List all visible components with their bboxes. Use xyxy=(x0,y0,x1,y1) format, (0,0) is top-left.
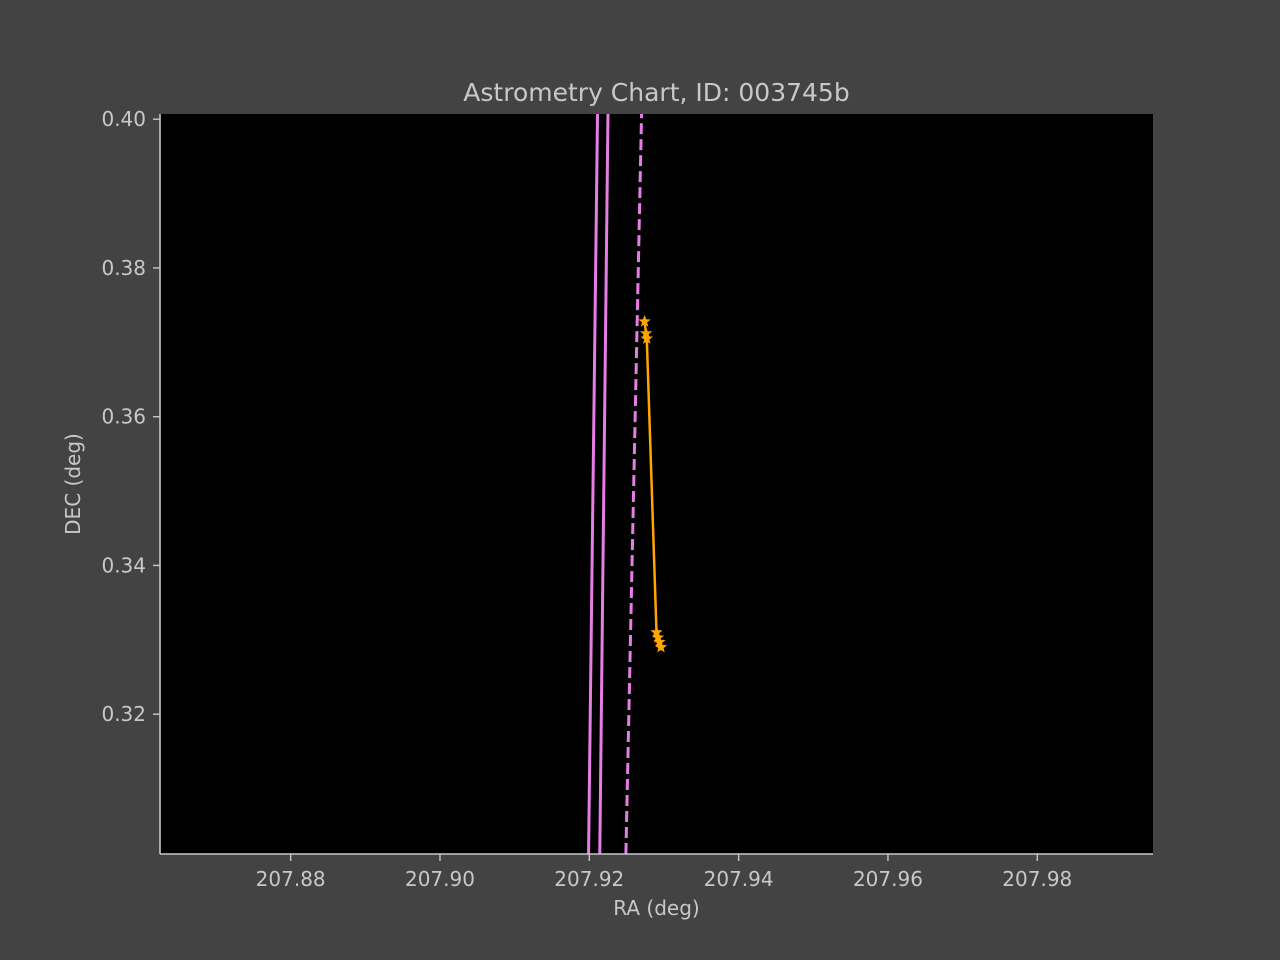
star-marker xyxy=(639,326,653,339)
series-line-3 xyxy=(624,114,644,854)
star-marker xyxy=(640,332,653,344)
star-marker xyxy=(653,635,666,648)
chart-title: Astrometry Chart, ID: 003745b xyxy=(463,78,849,107)
star-marker xyxy=(638,315,651,327)
axes-layer: 207.88 207.90 207.92 207.94 207.96 207.98 0.32… xyxy=(101,107,1153,891)
x-axis-label: RA (deg) xyxy=(613,896,699,920)
x-tick-label: 207.96 xyxy=(853,867,923,891)
series-line-2 xyxy=(598,114,610,854)
star-marker xyxy=(654,640,668,653)
y-tick-label: 0.36 xyxy=(101,405,146,429)
plot-area xyxy=(160,114,1153,854)
y-tick-label: 0.40 xyxy=(101,107,146,131)
y-tick-label: 0.32 xyxy=(101,702,146,726)
x-tick-label: 207.98 xyxy=(1002,867,1072,891)
star-marker xyxy=(650,625,663,638)
y-tick-label: 0.34 xyxy=(101,553,146,577)
y-tick-label: 0.38 xyxy=(101,256,146,280)
x-tick-label: 207.88 xyxy=(256,867,326,891)
x-tick-label: 207.90 xyxy=(405,867,475,891)
x-tick-label: 207.92 xyxy=(554,867,624,891)
star-marker xyxy=(651,631,665,643)
x-tick-label: 207.94 xyxy=(704,867,774,891)
series-line-1 xyxy=(587,114,600,854)
series-layer xyxy=(587,114,668,854)
y-axis-label: DEC (deg) xyxy=(61,433,85,535)
